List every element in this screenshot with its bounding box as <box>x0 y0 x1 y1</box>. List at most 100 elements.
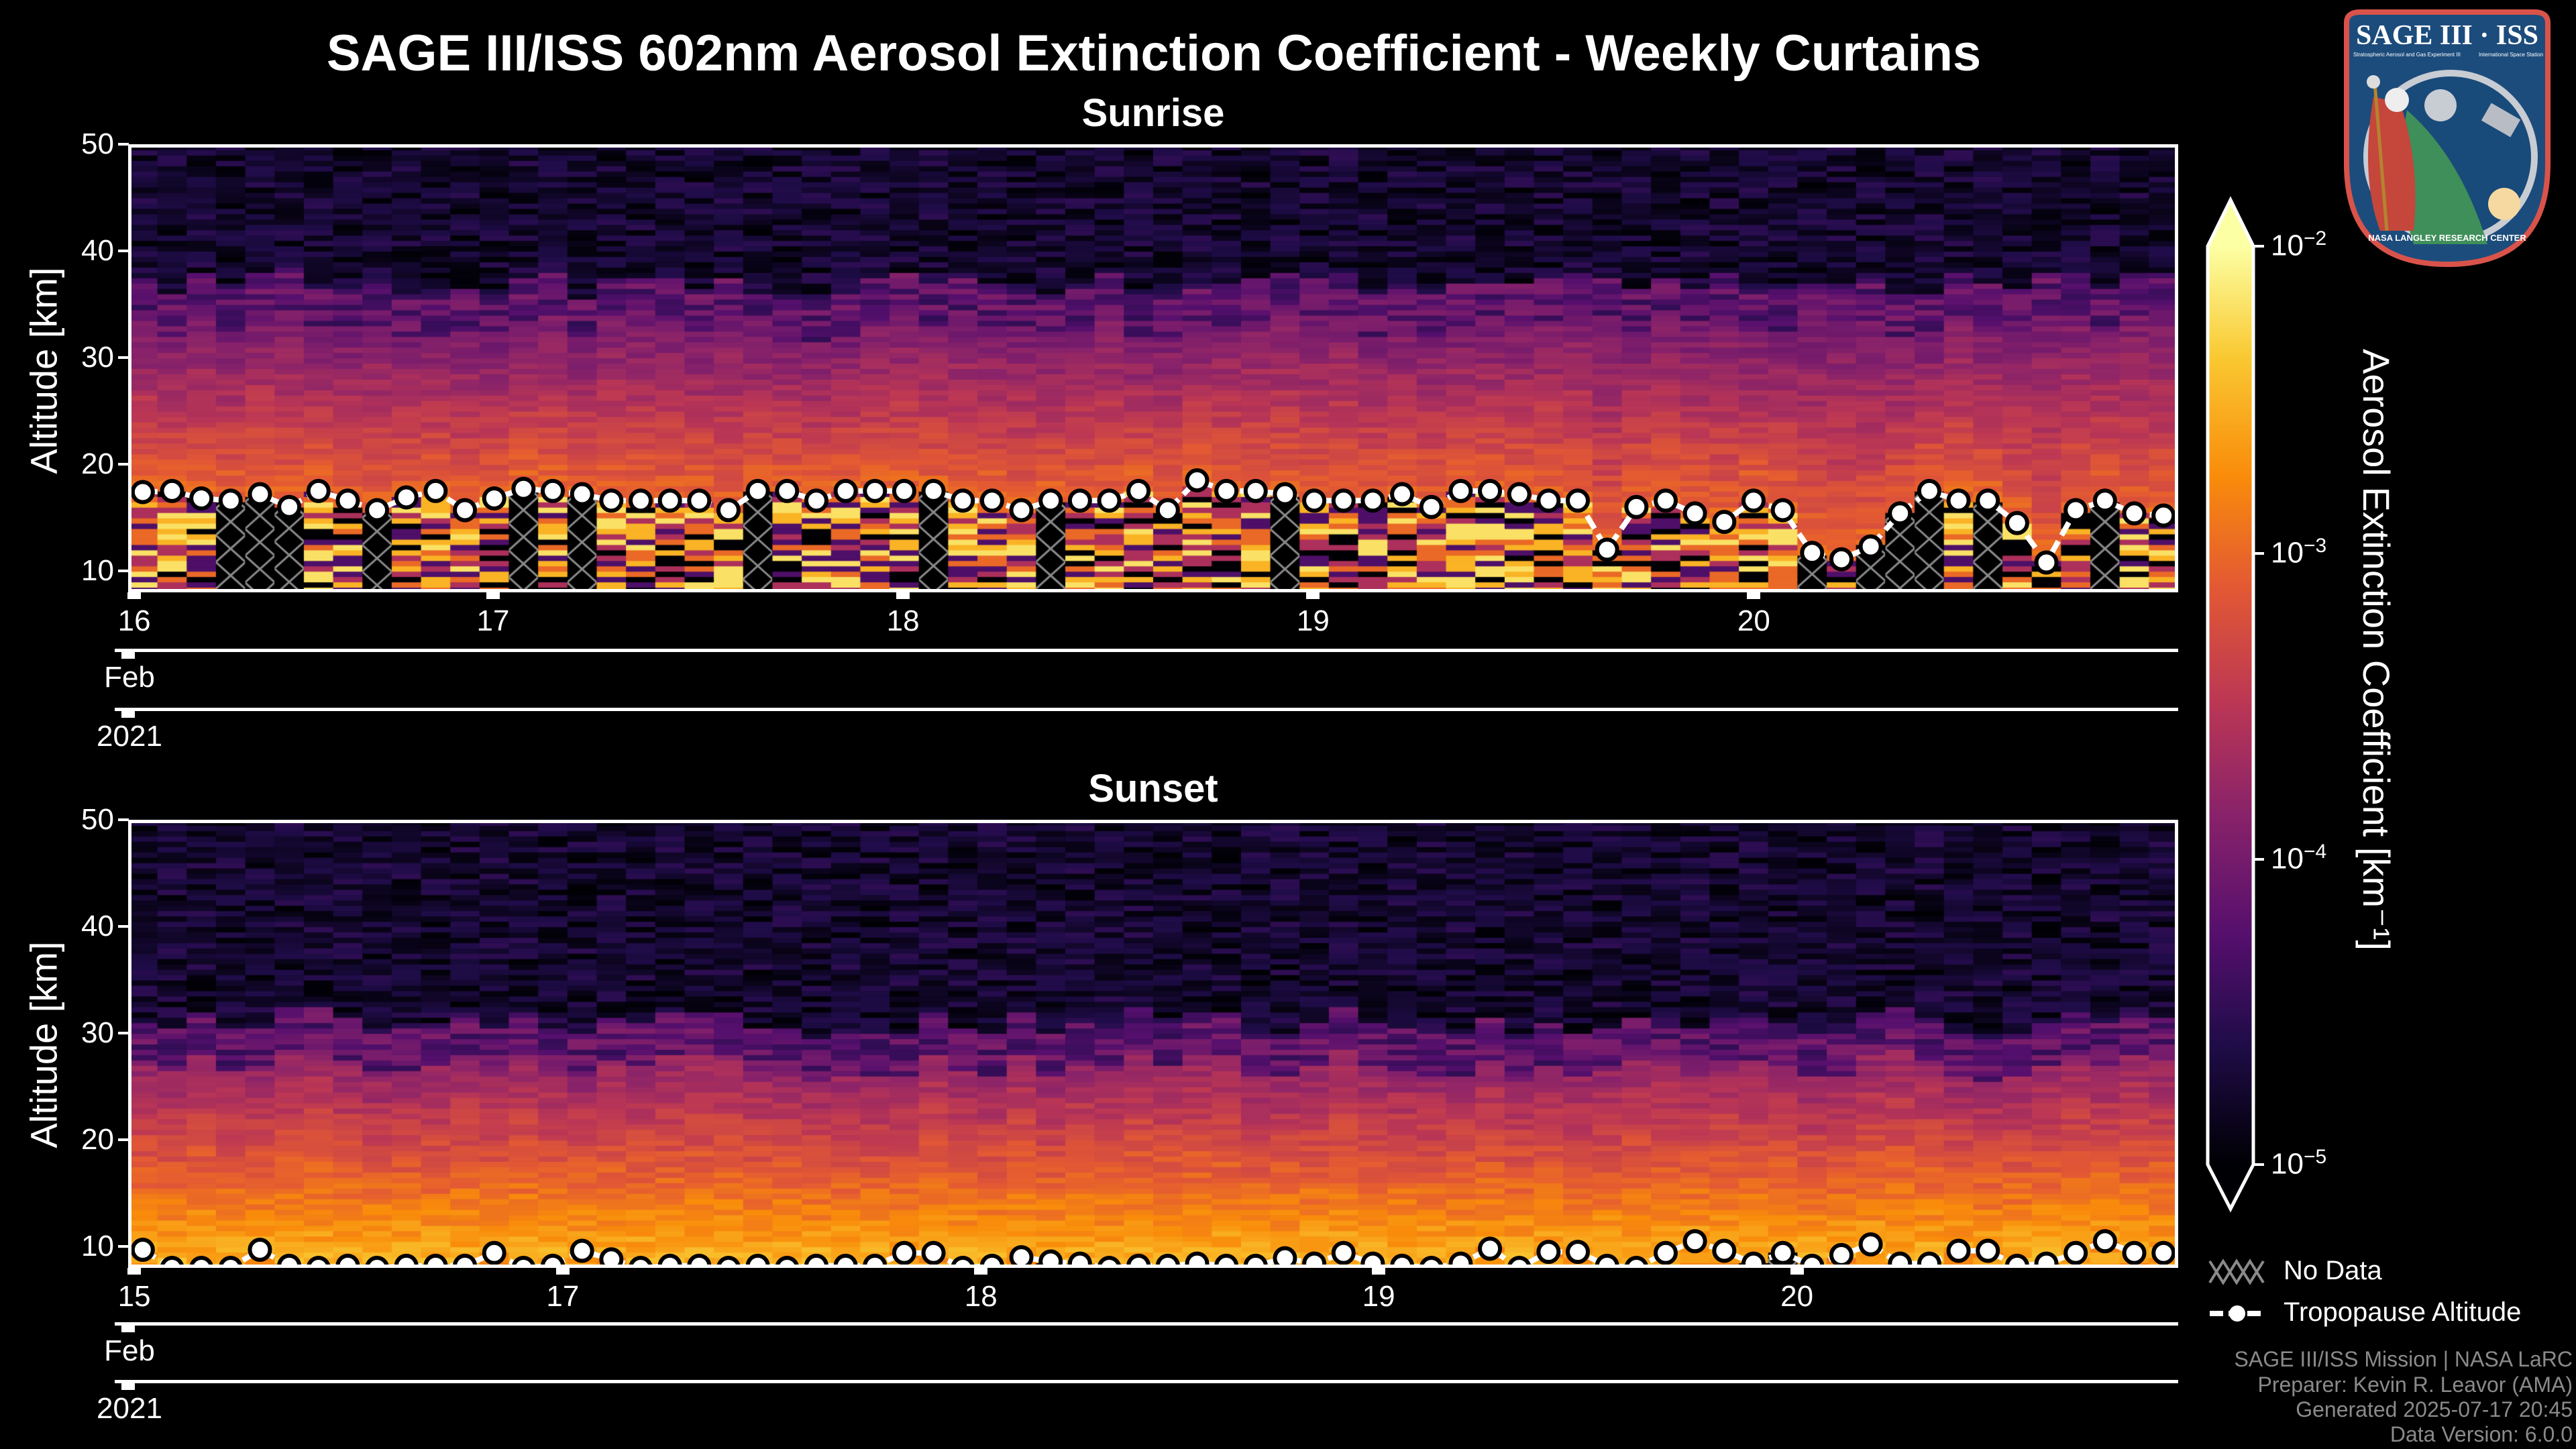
tropopause-point <box>1273 482 1297 506</box>
tropopause-point <box>511 476 536 501</box>
tropopause-point <box>2034 1251 2059 1268</box>
x-tick <box>1790 1268 1804 1275</box>
tropopause-point <box>248 1237 272 1262</box>
x-tick <box>896 592 910 599</box>
y-tick-label: 20 <box>81 447 114 481</box>
x-tick-label: 17 <box>476 604 510 637</box>
month-axis-label: Feb <box>104 661 155 694</box>
tropopause-point <box>775 478 800 503</box>
tropopause-point <box>1536 488 1561 513</box>
y-tick-label: 40 <box>81 910 114 943</box>
tropopause-point <box>423 478 448 503</box>
x-tick-label: 17 <box>546 1280 580 1313</box>
panel-title: Sunrise <box>1081 91 1225 135</box>
y-tick <box>118 1138 129 1142</box>
tropopause-point <box>1448 478 1473 503</box>
tropopause-point <box>745 478 770 503</box>
x-tick <box>1747 592 1761 599</box>
x-tick <box>486 592 500 599</box>
tropopause-point <box>277 494 302 519</box>
tropopause-point <box>2092 488 2117 513</box>
x-tick-label: 18 <box>886 604 920 637</box>
x-tick-label: 19 <box>1296 604 1330 637</box>
tropopause-point <box>1682 501 1707 526</box>
tropopause-point <box>1185 1251 1210 1268</box>
tropopause-point <box>1302 488 1327 513</box>
tropopause-point <box>482 486 506 511</box>
year-axis-tick <box>121 1383 135 1390</box>
tropopause-point <box>306 478 331 503</box>
colorbar-extend-max <box>2208 200 2253 246</box>
tropopause-point <box>1976 488 2000 513</box>
y-tick-label: 30 <box>81 341 114 374</box>
legend-no-data: No Data <box>2284 1256 2382 1285</box>
svg-text:International Space Station: International Space Station <box>2479 52 2543 58</box>
tropopause-point <box>1712 510 1737 535</box>
tropopause-point <box>687 488 712 513</box>
tropopause-line-icon <box>2210 1305 2265 1322</box>
tropopause-point <box>657 488 682 513</box>
tropopause-point <box>1419 494 1444 519</box>
tropopause-point <box>2004 511 2029 535</box>
y-tick <box>118 925 129 928</box>
tropopause-point <box>2122 501 2147 526</box>
figure-title: SAGE III/ISS 602nm Aerosol Extinction Co… <box>326 25 1982 82</box>
tropopause-point <box>1478 478 1503 503</box>
y-tick-label: 50 <box>81 127 114 160</box>
tropopause-point <box>1360 1251 1385 1268</box>
y-tick <box>118 1032 129 1035</box>
no-data-hatch-icon <box>2208 1258 2265 1285</box>
tropopause-point <box>1829 547 1854 572</box>
colorbar-tick-label: 10−3 <box>2271 535 2327 570</box>
month-axis-tick <box>121 1326 135 1332</box>
tropopause-point <box>1741 1251 1766 1268</box>
plot-frame <box>128 144 2178 592</box>
plot-frame <box>128 820 2178 1268</box>
tropopause-point <box>1654 488 1678 513</box>
tropopause-point <box>1800 541 1825 566</box>
year-axis-label: 2021 <box>97 1392 162 1425</box>
footer-mission: SAGE III/ISS Mission | NASA LaRC <box>2234 1347 2573 1371</box>
tropopause-point <box>1946 1238 1971 1263</box>
x-tick-label: 20 <box>1737 604 1770 637</box>
month-axis-label: Feb <box>104 1334 155 1367</box>
y-tick <box>118 463 129 466</box>
tropopause-point <box>1858 1232 1883 1257</box>
y-tick-label: 20 <box>81 1123 114 1157</box>
tropopause-line <box>142 477 2164 568</box>
y-tick-label: 10 <box>81 1230 114 1263</box>
tropopause-point <box>1067 488 1092 513</box>
tropopause-point <box>1682 1229 1707 1254</box>
tropopause-point <box>1858 534 1883 559</box>
tropopause-point <box>394 485 419 510</box>
sage-iii-iss-mission-logo: SAGE III · ISS Stratospheric Aerosol and… <box>2344 9 2551 268</box>
colorbar-extend-min <box>2208 1165 2253 1209</box>
tropopause-point <box>1155 498 1180 523</box>
tropopause-point <box>1478 1236 1503 1261</box>
tropopause-point <box>453 498 478 523</box>
tropopause-point <box>1331 488 1356 513</box>
tropopause-point <box>1038 1249 1063 1268</box>
x-tick-label: 15 <box>117 1280 151 1313</box>
colorbar-tick <box>2253 552 2264 555</box>
month-axis-line <box>115 649 2178 652</box>
tropopause-point <box>1390 482 1415 506</box>
colorbar <box>2206 196 2255 1213</box>
footer-preparer: Preparer: Kevin R. Leavor (AMA) <box>2257 1373 2573 1397</box>
year-axis-tick <box>121 711 135 718</box>
tropopause-point <box>570 482 594 506</box>
month-axis-tick <box>121 652 135 659</box>
tropopause-point <box>1888 501 1913 526</box>
tropopause-point <box>1097 488 1122 513</box>
tropopause-point <box>1595 537 1619 562</box>
tropopause-point <box>1273 1246 1297 1268</box>
tropopause-point <box>1243 478 1268 503</box>
tropopause-point <box>892 1240 916 1265</box>
year-axis-label: 2021 <box>97 720 162 753</box>
footer-generated: Generated 2025-07-17 20:45 <box>2296 1397 2573 1421</box>
tropopause-point <box>1448 1251 1473 1268</box>
x-tick-label: 20 <box>1780 1280 1814 1313</box>
tropopause-point <box>1770 498 1795 523</box>
tropopause-point <box>189 486 214 511</box>
y-tick <box>118 818 129 821</box>
